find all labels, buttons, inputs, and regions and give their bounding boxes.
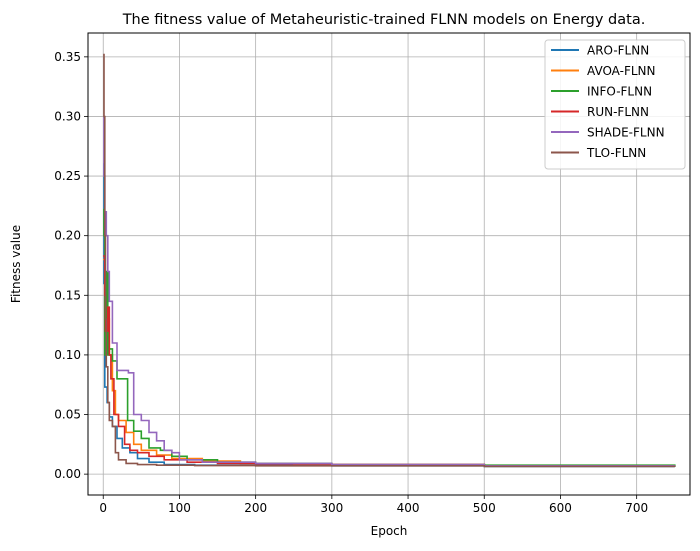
series-line-avoa-flnn	[103, 258, 675, 467]
x-tick-label: 200	[244, 501, 267, 515]
x-axis-label: Epoch	[371, 524, 408, 538]
legend-label: SHADE-FLNN	[587, 126, 665, 140]
plot-area-frame	[87, 32, 691, 496]
series-line-aro-flnn	[103, 163, 676, 468]
x-tick-label: 100	[168, 501, 191, 515]
series-line-run-flnn	[103, 255, 675, 467]
legend-label: RUN-FLNN	[587, 105, 649, 119]
y-axis-label: Fitness value	[9, 225, 23, 303]
legend-box	[544, 39, 686, 170]
y-tick-label: 0.25	[54, 169, 81, 183]
legend-label: TLO-FLNN	[586, 146, 646, 160]
x-tick-label: 300	[320, 501, 343, 515]
series-line-tlo-flnn	[103, 53, 676, 468]
series-line-info-flnn	[103, 208, 676, 466]
y-tick-label: 0.00	[54, 467, 81, 481]
y-tick-label: 0.15	[54, 288, 81, 302]
y-tick-label: 0.35	[54, 50, 81, 64]
y-tick-label: 0.05	[54, 408, 81, 422]
x-tick-label: 600	[549, 501, 572, 515]
y-tick-label: 0.10	[54, 348, 81, 362]
x-tick-label: 0	[99, 501, 107, 515]
y-tick-label: 0.20	[54, 229, 81, 243]
chart-title: The fitness value of Metaheuristic-train…	[122, 12, 646, 28]
legend: ARO-FLNN AVOA-FLNN INFO-FLNN RUN-FLNN SHADE-…	[544, 39, 686, 170]
x-axis-ticks: 0 100 200 300 400 500 600 700	[99, 495, 648, 515]
series-lines	[103, 53, 676, 468]
gridlines	[88, 33, 690, 495]
x-tick-label: 700	[625, 501, 648, 515]
y-tick-label: 0.30	[54, 109, 81, 123]
x-tick-label: 500	[473, 501, 496, 515]
y-axis-ticks: 0.00 0.05 0.10 0.15 0.20 0.25 0.30 0.35	[54, 50, 88, 481]
legend-label: INFO-FLNN	[587, 85, 652, 99]
series-line-shade-flnn	[103, 115, 675, 467]
legend-label: AVOA-FLNN	[587, 64, 656, 78]
legend-label: ARO-FLNN	[587, 44, 649, 58]
x-tick-label: 400	[397, 501, 420, 515]
